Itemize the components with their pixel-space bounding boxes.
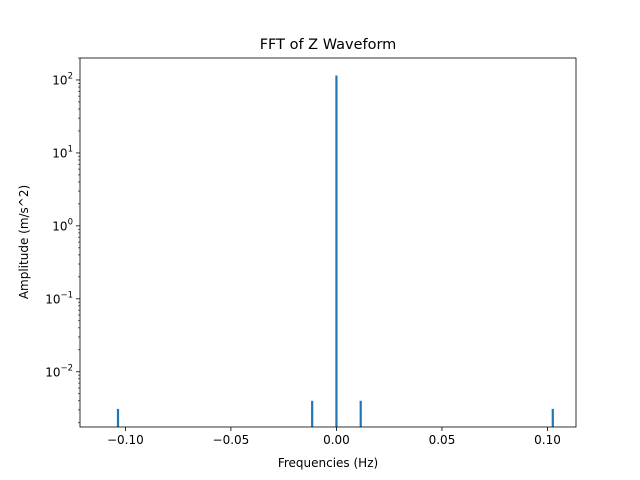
y-tick-label: 101 <box>52 144 73 160</box>
y-axis-label: Amplitude (m/s^2) <box>17 185 31 299</box>
x-tick-label: −0.05 <box>213 433 250 447</box>
y-tick-label: 10−2 <box>45 363 73 379</box>
plot-frame <box>79 57 577 428</box>
y-tick-label: 10−1 <box>45 290 73 306</box>
chart-title: FFT of Z Waveform <box>260 37 397 53</box>
y-tick-label: 100 <box>52 217 73 233</box>
x-tick-label: −0.10 <box>107 433 144 447</box>
x-tick-label: 0.05 <box>429 433 456 447</box>
x-axis-label: Frequencies (Hz) <box>278 456 378 470</box>
y-tick-label: 102 <box>52 71 73 87</box>
x-tick-label: 0.10 <box>534 433 561 447</box>
x-tick-label: 0.00 <box>323 433 350 447</box>
plot-marks <box>116 75 554 427</box>
y-axis: 10−2 10−1 100 101 102 <box>45 57 80 424</box>
x-axis: −0.10 −0.05 0.00 0.05 0.10 <box>107 427 561 447</box>
